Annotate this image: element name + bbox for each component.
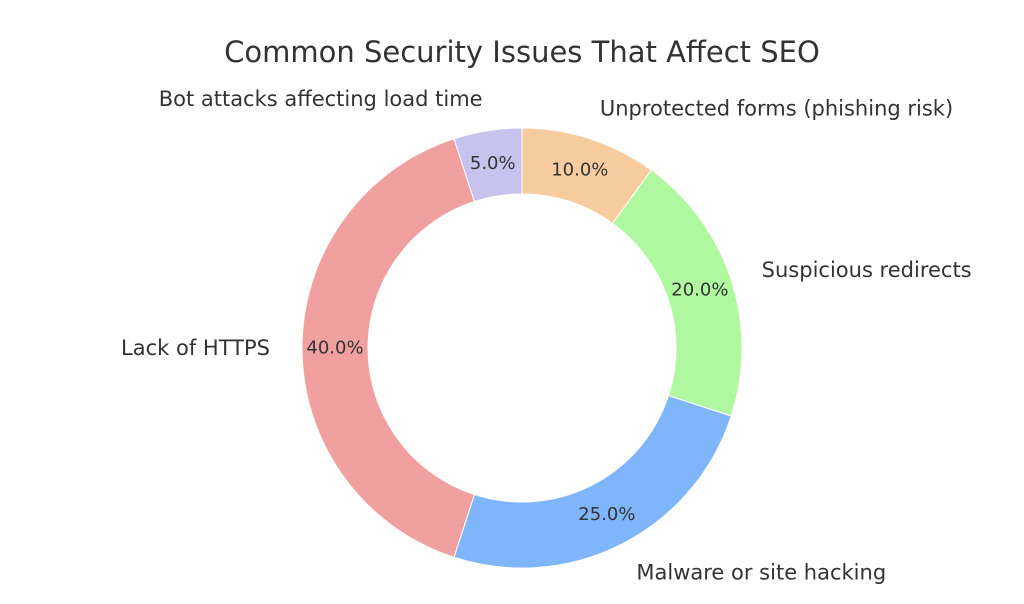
pct-label-lack-of-https: 40.0% [306,338,363,359]
label-lack-of-https: Lack of HTTPS [121,336,270,360]
donut-slices [301,127,743,569]
slice-bot-attacks-affecting-load-time [453,127,523,203]
category-labels: Unprotected forms (phishing risk) Suspici… [121,87,972,584]
label-malware-or-site-hacking: Malware or site hacking [636,561,886,585]
slice-malware-or-site-hacking [453,394,732,569]
chart-title: Common Security Issues That Affect SEO [224,35,820,69]
pct-label-malware-or-site-hacking: 25.0% [578,504,635,525]
pct-label-unprotected-forms-phishing-risk: 10.0% [551,160,608,181]
pct-label-suspicious-redirects: 20.0% [671,280,728,301]
label-bot-attacks-affecting-load-time: Bot attacks affecting load time [159,87,483,111]
label-suspicious-redirects: Suspicious redirects [762,258,972,282]
label-unprotected-forms-phishing-risk: Unprotected forms (phishing risk) [600,96,953,120]
pct-label-bot-attacks-affecting-load-time: 5.0% [470,153,516,174]
slice-lack-of-https [301,138,476,558]
percentage-labels: 10.0% 20.0% 25.0% 40.0% 5.0% [306,153,728,525]
